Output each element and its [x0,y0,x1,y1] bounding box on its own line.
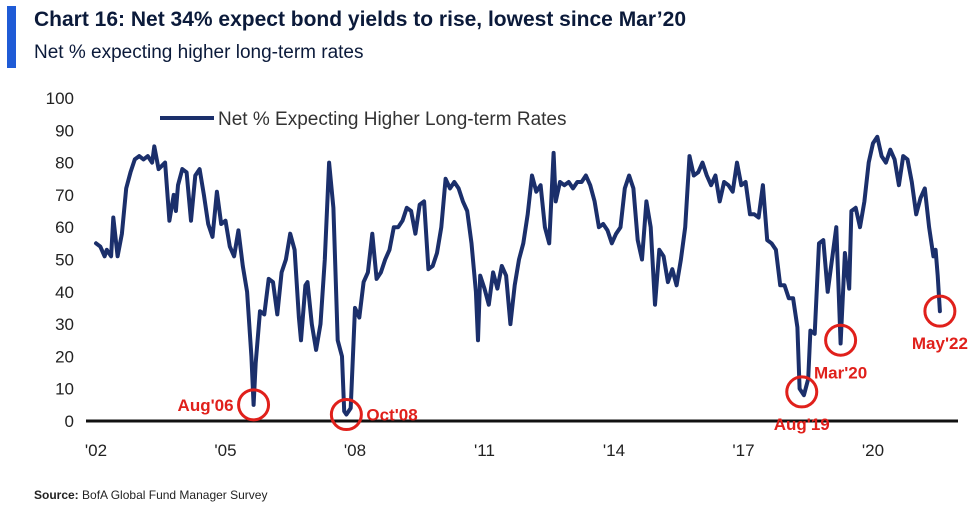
source-note: Source: BofA Global Fund Manager Survey [34,488,267,502]
source-label: Source: [34,488,79,502]
annotation-circle [785,375,819,409]
legend-label: Net % Expecting Higher Long-term Rates [218,109,567,130]
x-tick-label: '17 [732,441,754,460]
x-axis-ticks: '02 '05 '08 '11 '14 '17 '20 [85,441,884,460]
annotation-label: Aug'06 [178,396,234,415]
y-tick-label: 40 [55,283,74,302]
y-tick-label: 0 [65,412,74,431]
series-line [94,134,942,417]
annotation-circle [329,398,363,432]
title-accent-bar [7,6,16,68]
y-tick-label: 50 [55,251,74,270]
series-layer [94,134,942,417]
chart-title: Chart 16: Net 34% expect bond yields to … [34,8,687,31]
y-tick-label: 80 [55,154,74,173]
chart-legend: Net % Expecting Higher Long-term Rates [160,109,567,130]
annotation-circle [923,294,957,328]
annotation-label: Aug'19 [774,415,830,434]
y-tick-label: 70 [55,186,74,205]
chart-subtitle: Net % expecting higher long-term rates [34,42,364,63]
annotation-label: May'22 [912,334,968,353]
x-tick-label: '05 [214,441,236,460]
x-tick-label: '11 [474,441,495,460]
y-axis-ticks: 0 10 20 30 40 50 60 70 80 90 100 [46,89,74,431]
y-tick-label: 90 [55,121,74,140]
annotation-label: Oct'08 [366,406,417,425]
annotation-layer: Aug'06 Oct'08 Aug'19 Mar'20 May'22 [178,294,968,434]
source-text: BofA Global Fund Manager Survey [82,488,268,502]
x-tick-label: '02 [85,441,107,460]
x-tick-label: '14 [603,441,625,460]
y-tick-label: 20 [55,347,74,366]
y-tick-label: 10 [55,380,74,399]
x-tick-label: '20 [862,441,884,460]
y-tick-label: 60 [55,218,74,237]
annotation-label: Mar'20 [814,363,867,382]
x-tick-label: '08 [344,441,366,460]
y-tick-label: 100 [46,89,74,108]
annotation-circle [824,323,858,357]
y-tick-label: 30 [55,315,74,334]
annotation-circle [237,388,271,422]
